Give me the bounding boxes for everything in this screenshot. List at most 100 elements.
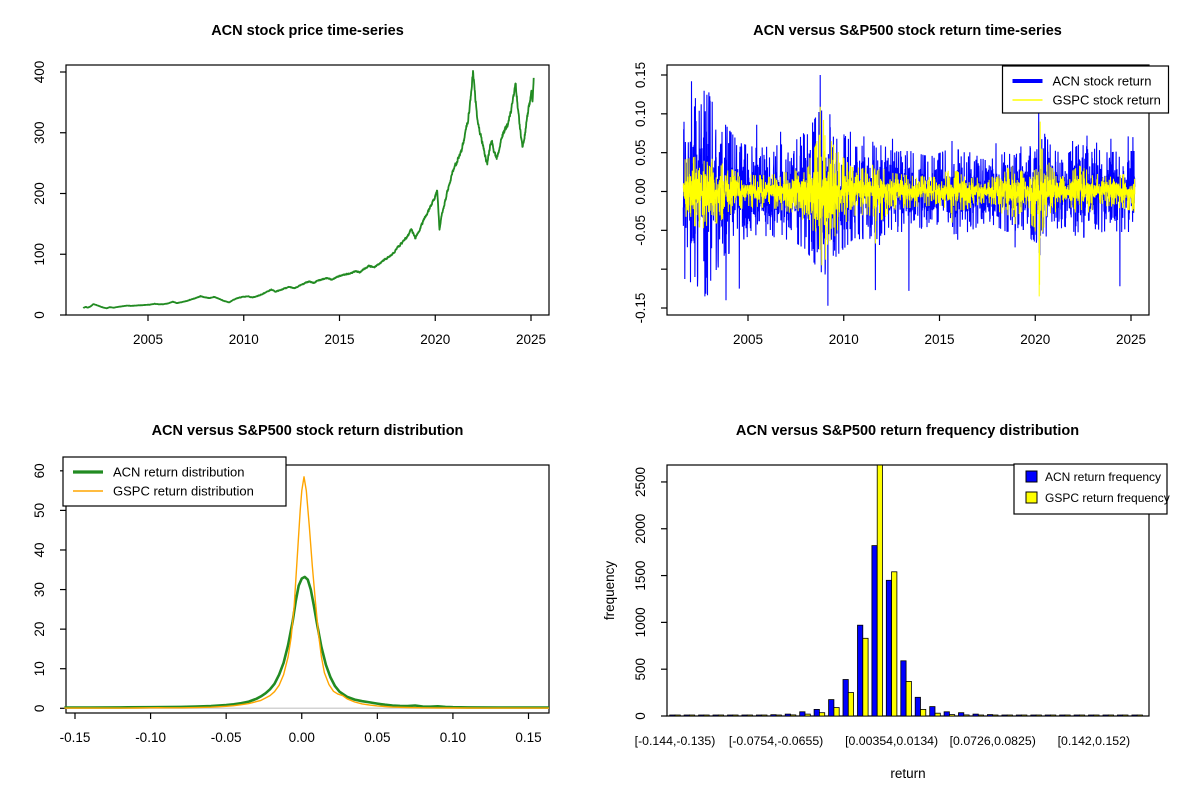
acn-frequency-bar [683, 714, 690, 717]
legend-swatch [1025, 470, 1038, 483]
gspc-frequency-bar [1107, 714, 1114, 717]
acn-frequency-bar [727, 714, 734, 717]
gspc-frequency-bar [1078, 714, 1086, 717]
acn-frequency-bar [784, 713, 791, 717]
gspc-frequency-bar [891, 571, 898, 717]
x-tick-label: 2020 [420, 332, 450, 347]
acn-frequency-bar [929, 706, 936, 717]
gspc-frequency-bar [1093, 714, 1100, 717]
y-tick-label: 2500 [633, 467, 648, 497]
y-tick-label: 2000 [633, 514, 648, 544]
y-tick-label: 400 [32, 61, 47, 84]
gspc-frequency-bar [761, 714, 768, 717]
gspc-return-line [682, 106, 1136, 297]
gspc-frequency-bar [674, 714, 681, 717]
gspc-density-curve [64, 476, 549, 709]
y-tick-label: 30 [32, 582, 47, 597]
bin-interval-label: [0.00354,0.0134) [845, 734, 938, 748]
gspc-frequency-bar [1006, 714, 1013, 717]
x-tick-label: 0.15 [515, 730, 541, 745]
acn-frequency-bar [712, 714, 719, 717]
y-tick-label: 10 [32, 661, 47, 676]
legend-box [1013, 463, 1168, 515]
acn-frequency-bar [669, 714, 676, 717]
x-tick-label: 0.00 [289, 730, 315, 745]
x-tick-label: 2010 [829, 332, 859, 347]
acn-frequency-bar [828, 699, 835, 717]
y-tick-label: 1000 [633, 607, 648, 637]
plot-border [65, 64, 550, 316]
acn-price-line [82, 70, 535, 310]
x-tick-label: 2025 [1116, 332, 1146, 347]
acn-frequency-bar [799, 711, 806, 717]
x-tick-label: 2015 [324, 332, 354, 347]
gspc-frequency-bar [818, 712, 826, 717]
x-tick-label: -0.15 [60, 730, 91, 745]
acn-frequency-bar [871, 545, 878, 717]
y-tick-label: 0.10 [633, 101, 648, 127]
gspc-frequency-bar [790, 714, 797, 717]
gspc-frequency-bar [948, 714, 956, 717]
legend-box [62, 456, 287, 507]
y-axis: 0 500 1000 1500 2000 2500 [633, 467, 667, 720]
panel-return-frequency: 0 500 1000 1500 2000 2500 [-0.144,-0.135) [-0.0… [600, 400, 1200, 800]
y-tick-label: 0 [32, 311, 47, 319]
y-tick-label: 40 [32, 542, 47, 557]
bin-interval-label: [-0.0754,-0.0655) [729, 734, 823, 748]
acn-frequency-bar [1001, 714, 1008, 717]
gspc-frequency-bar [1136, 714, 1143, 717]
return-distribution-plot: -0.15 -0.10 -0.05 0.00 0.05 0.10 0.15 0 10 20 30 40… [32, 456, 550, 745]
y-tick-label: 1500 [633, 561, 648, 591]
y-tick-label: 500 [633, 658, 648, 681]
acn-frequency-bar [1030, 714, 1037, 717]
y-axis: 0 10 20 30 40 50 60 [32, 463, 66, 712]
legend-swatch [1025, 491, 1038, 504]
x-tick-label: 0.05 [364, 730, 390, 745]
gspc-frequency-bar [703, 714, 710, 717]
y-tick-label: 0 [32, 705, 47, 713]
x-tick-label: 2005 [133, 332, 163, 347]
legend: ACN return frequency GSPC return frequenc… [1013, 463, 1170, 515]
x-tick-label: 2010 [229, 332, 259, 347]
acn-frequency-bar [755, 714, 763, 717]
gspc-frequency-bar [1035, 714, 1042, 717]
y-tick-label: 0.00 [633, 178, 648, 204]
y-tick-label: 50 [32, 503, 47, 518]
gspc-frequency-bar [775, 714, 782, 717]
y-tick-label: 0.15 [633, 62, 648, 88]
gspc-frequency-bar [920, 708, 927, 717]
gspc-frequency-bar [934, 712, 941, 717]
acn-frequency-bar [1015, 714, 1022, 717]
x-tick-label: 2025 [516, 332, 546, 347]
plot-border [666, 64, 1150, 316]
acn-frequency-bar [813, 708, 820, 717]
acn-frequency-bar [972, 713, 979, 717]
x-axis: -0.15 -0.10 -0.05 0.00 0.05 0.10 0.15 [60, 713, 542, 745]
y-tick-label: 0 [633, 712, 648, 720]
panel-return-distribution: -0.15 -0.10 -0.05 0.00 0.05 0.10 0.15 0 10 20 30 40… [0, 400, 600, 800]
gspc-frequency-bar [862, 637, 869, 717]
x-tick-label: 0.10 [440, 730, 466, 745]
gspc-frequency-bar [732, 714, 739, 717]
histogram-bars [669, 464, 1143, 717]
legend-label: ACN stock return [1053, 74, 1152, 89]
bin-interval-label: [0.142,0.152) [1058, 734, 1130, 748]
x-axis: 2005 2010 2015 2020 2025 [733, 315, 1146, 347]
x-tick-label: 2015 [924, 332, 954, 347]
gspc-frequency-bar [963, 714, 970, 717]
acn-frequency-bar [857, 624, 864, 717]
acn-frequency-bar [1102, 714, 1109, 717]
acn-frequency-bar [885, 579, 892, 717]
gspc-frequency-bar [1021, 714, 1028, 717]
return-panel-title: ACN versus S&P500 stock return time-seri… [753, 23, 1062, 39]
panel-return-timeseries: 2005 2010 2015 2020 2025 0.15 0.10 0.05 0.00 -0.0… [600, 0, 1200, 400]
return-timeseries-plot: 2005 2010 2015 2020 2025 0.15 0.10 0.05 0.00 -0.0… [633, 62, 1170, 347]
x-axis-title: return [890, 766, 925, 781]
gspc-frequency-bar [1064, 714, 1071, 717]
gspc-frequency-bar [746, 714, 753, 717]
acn-frequency-bar [770, 714, 777, 717]
legend-label: GSPC stock return [1053, 93, 1161, 108]
price-panel-title: ACN stock price time-series [211, 23, 404, 39]
gspc-frequency-bar [804, 713, 811, 717]
